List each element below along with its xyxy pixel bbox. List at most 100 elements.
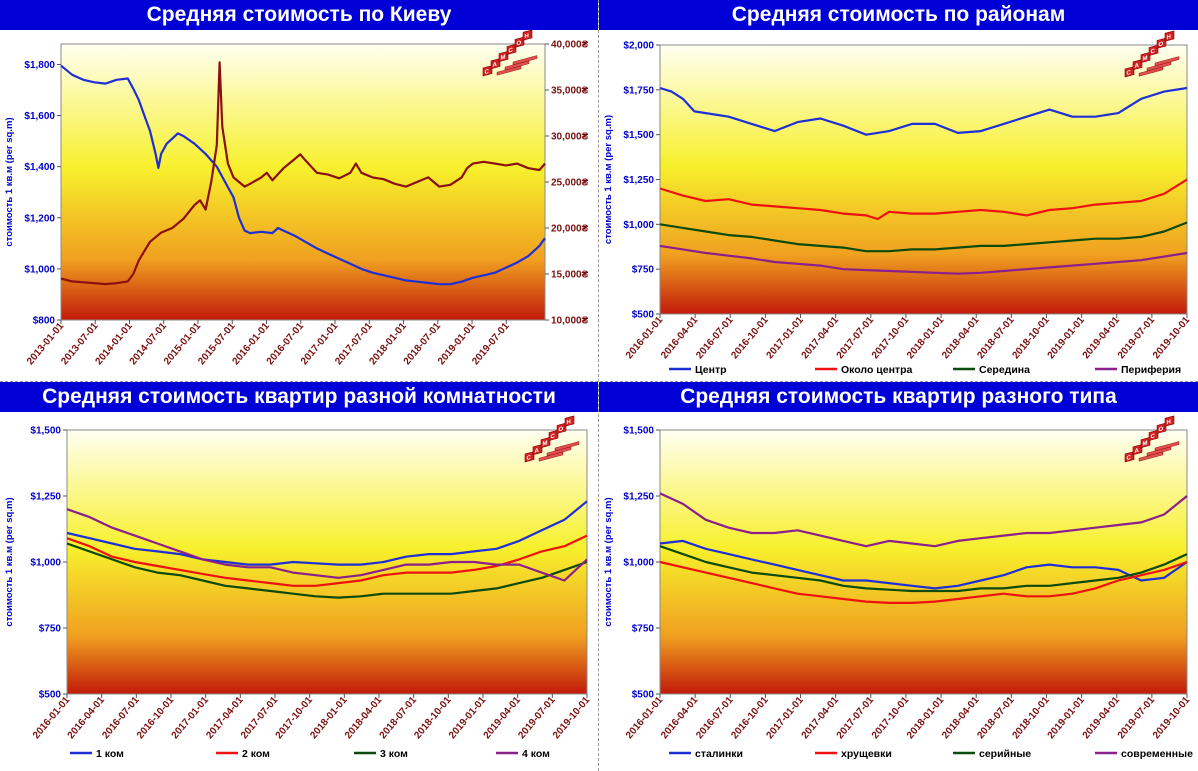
y-tick-label: $1,500 [623,426,654,437]
logo-block [540,436,551,449]
plot-area [659,429,1188,695]
chart-panel-districts: Средняя стоимость по районам $500 $750 $1,… [599,0,1198,381]
y2-tick-label: 35,000₴ [551,86,589,97]
logo-block [1156,422,1167,434]
logo-block [1164,415,1175,427]
y-tick-label: $1,000 [24,264,55,275]
series-line [659,244,1188,275]
y-axis-label: стоимость 1 кв.м (per sq.m) [603,497,614,626]
logo-letter: О [1159,425,1164,433]
logo-letter: С [509,46,514,54]
logo-block [498,50,509,63]
legend-label: сталинки [695,748,743,760]
plot-area [66,429,588,695]
y2-tick-label: 30,000₴ [551,132,589,143]
logo-block [512,55,538,66]
logo-letter: Н [1167,33,1171,41]
y-axis-label: стоимость 1 кв.м (per sq.m) [4,497,15,626]
y-tick-label: $1,000 [623,220,654,231]
logo-block [1124,451,1135,463]
logo-letter: М [1143,440,1148,448]
logo-letter: А [535,447,540,455]
y-tick-label: $1,250 [623,492,654,503]
logo-block [524,451,535,463]
series-line [66,500,588,566]
y-tick-label: $500 [39,690,62,701]
logo-letter: А [1135,447,1140,455]
y-tick-label: $750 [632,265,655,276]
logo-letter: Н [567,418,571,426]
logo-block [1156,37,1167,49]
logo-block [1140,436,1151,449]
y-tick-label: $1,200 [24,213,55,224]
logo-letter: М [543,440,548,448]
chart-svg: $500 $750 $1,000 $1,250 $1,500 стоимость 1 кв… [4,415,593,760]
legend-label: Центр [695,364,727,376]
y-tick-label: $2,000 [623,41,654,52]
logo-letter: С [485,68,490,76]
legend-label: 1 ком [96,748,124,760]
y-tick-label: $1,600 [24,111,55,122]
x-tick-label: 2019-10-01 [1151,315,1193,362]
plot-area [659,44,1188,315]
logo-block [1148,429,1159,441]
legend-label: Периферия [1121,364,1181,376]
series-line [659,560,1188,604]
y-tick-label: $1,250 [30,492,61,503]
logo-block [564,415,575,427]
logo-letter: А [493,61,498,69]
logo-block [1154,441,1180,452]
logo-block [1164,30,1175,42]
chart-panel-rooms: Средняя стоимость квартир разной комнатн… [0,382,598,771]
legend-label: 4 ком [522,748,550,760]
logo-block [490,58,501,70]
series-line [60,64,546,286]
y-axis-label: стоимость 1 кв.м (per sq.m) [603,115,614,244]
chart-svg: $500 $750 $1,000 $1,250 $1,500 стоимость 1 кв… [603,415,1193,760]
logo-block [514,36,525,48]
y2-tick-label: 25,000₴ [551,178,589,189]
logo-letter: М [1143,55,1148,63]
logo-block [554,441,580,452]
series-line [66,508,588,582]
logo-block [1124,66,1135,78]
y-tick-label: $500 [632,690,655,701]
y2-tick-label: 15,000₴ [551,270,589,281]
series-line [659,86,1188,136]
series-line [659,492,1188,548]
x-tick-label: 2019-10-01 [551,695,593,742]
logo-letter: С [1151,432,1156,440]
logo-block [548,429,559,441]
logo-block [1140,51,1151,64]
logo-block [1148,44,1159,56]
y2-tick-label: 10,000₴ [551,316,589,327]
logo-block [522,30,533,41]
logo-block [1154,56,1180,67]
chart-title: Средняя стоимость квартир разной комнатн… [0,382,598,412]
series-line [659,178,1188,221]
legend-label: Середина [979,364,1030,376]
logo-block [506,43,517,55]
panel-divider-horizontal [0,381,1198,382]
legend-label: хрущевки [841,748,892,760]
logo-block [532,444,543,456]
logo-letter: С [1127,69,1132,77]
y-tick-label: $1,250 [623,175,654,186]
y2-tick-label: 40,000₴ [551,40,589,51]
chart-title: Средняя стоимость по районам [599,0,1198,30]
series-line [60,61,546,286]
logo-block [556,422,567,434]
series-line [659,545,1188,593]
logo-letter: С [1127,454,1132,462]
logo-letter: О [1159,40,1164,48]
y-tick-label: $1,800 [24,60,55,71]
legend-label: серийные [979,748,1031,760]
legend-label: 3 ком [380,748,408,760]
logo-letter: О [517,39,522,47]
logo-letter: Н [525,32,529,40]
logo-block [1132,59,1143,71]
logo-letter: О [559,425,564,433]
chart-panel-kiev: Средняя стоимость по Киеву $800 $1,000 $1,… [0,0,598,381]
chart-panel-types: Средняя стоимость квартир разного типа $… [599,382,1198,771]
